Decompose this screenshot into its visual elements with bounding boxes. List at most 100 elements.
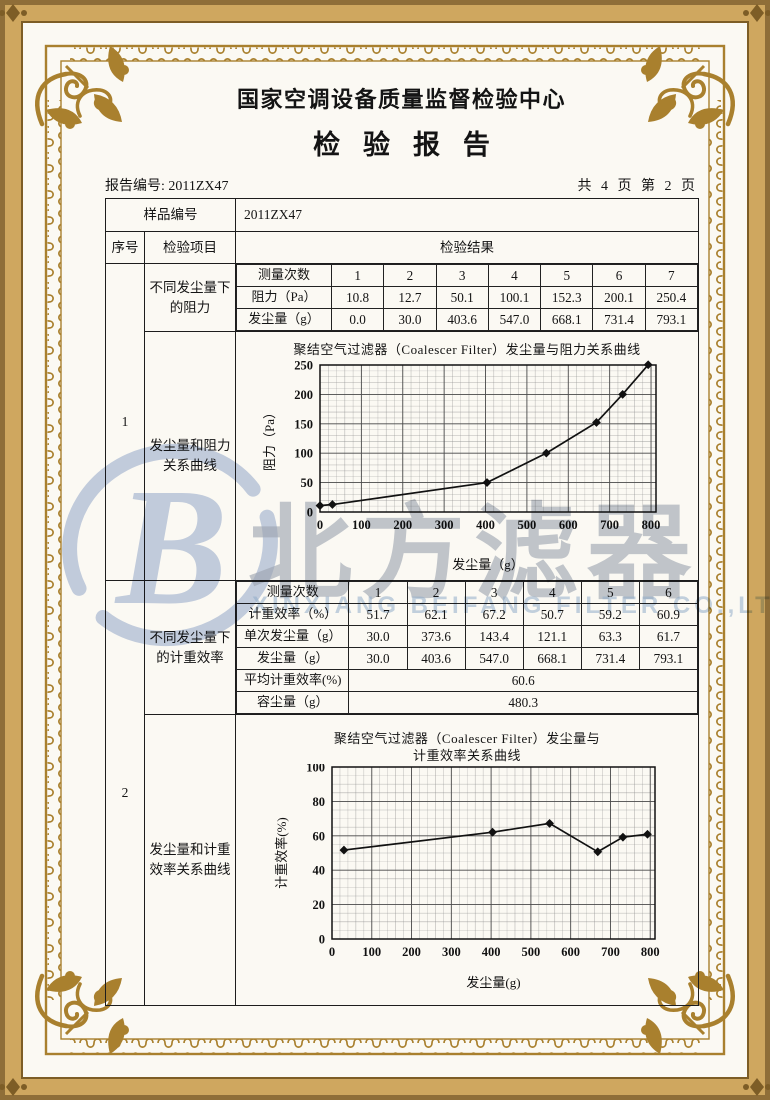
table-cell: 61.7: [638, 625, 699, 648]
table-cell: 2: [383, 264, 437, 287]
section1-seq: 1: [105, 263, 145, 581]
table-row: 容尘量（g） 480.3: [235, 691, 698, 714]
col-header-item: 检验项目: [144, 231, 236, 264]
section2-seq: 2: [105, 580, 145, 1006]
table-cell: 5: [540, 264, 594, 287]
svg-text:800: 800: [640, 945, 659, 959]
row-label: 发尘量（g）: [235, 647, 350, 670]
svg-text:400: 400: [481, 945, 500, 959]
svg-text:200: 200: [393, 518, 412, 532]
table-cell: 668.1: [522, 647, 582, 670]
svg-text:100: 100: [294, 447, 313, 461]
table-cell: 2: [406, 581, 466, 604]
efficiency-subtable: 测量次数 1 2 3 4 5 6 计重效率（%） 51.7: [235, 581, 699, 714]
col-header-result: 检验结果: [235, 231, 699, 264]
svg-text:500: 500: [517, 518, 536, 532]
report-title: 检验报告: [313, 130, 513, 160]
svg-text:250: 250: [294, 360, 313, 373]
section2-curve-item: 发尘量和计重效率关系曲线: [144, 714, 236, 1006]
table-cell: 60.9: [638, 603, 699, 626]
table-row: 单次发尘量（g） 30.0 373.6 143.4 121.1 63.3 61.…: [235, 625, 699, 648]
table-row: 测量次数 1 2 3 4 5 6 7: [236, 264, 699, 287]
table-cell: 403.6: [435, 308, 489, 331]
meta-row: 报告编号: 2011ZX47 共 4 页 第 2 页: [105, 175, 698, 195]
svg-text:0: 0: [318, 932, 324, 946]
table-row: 阻力（Pa） 10.8 12.7 50.1 100.1 152.3 200.1 …: [236, 286, 699, 309]
table-row: 测量次数 1 2 3 4 5 6: [235, 581, 699, 604]
sample-label: 样品编号: [105, 198, 236, 232]
header-row: 序号 检验项目 检验结果: [105, 231, 699, 264]
svg-text:100: 100: [362, 945, 381, 959]
table-row: 2 不同发尘量下的计重效率 测量次数 1 2 3 4 5: [105, 580, 699, 1006]
table-cell: 250.4: [644, 286, 699, 309]
table-cell: 67.2: [464, 603, 524, 626]
dust-capacity-value: 480.3: [348, 691, 698, 714]
table-row: 平均计重效率(%) 60.6: [235, 669, 698, 692]
chart-title: 聚结空气过滤器（Coalescer Filter）发尘量与阻力关系曲线: [293, 342, 641, 358]
results-table: 样品编号 2011ZX47 序号 检验项目 检验结果 1 不同发尘量下的阻力: [105, 198, 699, 1006]
table-cell: 121.1: [522, 625, 582, 648]
table-cell: 0.0: [330, 308, 385, 331]
svg-text:60: 60: [312, 829, 325, 843]
row-label: 容尘量（g）: [235, 691, 350, 714]
table-cell: 1: [330, 264, 385, 287]
table-cell: 30.0: [348, 625, 408, 648]
report-body: 国家空调设备质量监督检验中心 检验报告 报告编号: 2011ZX47 共 4 页…: [105, 82, 699, 1006]
row-label: 计重效率（%）: [235, 603, 350, 626]
sample-row: 样品编号 2011ZX47: [105, 198, 699, 232]
chart-title-line2: 计重效率关系曲线: [412, 747, 521, 763]
table-cell: 793.1: [644, 308, 699, 331]
section2-item: 不同发尘量下的计重效率: [144, 580, 236, 715]
table-cell: 6: [638, 581, 699, 604]
row-label: 阻力（Pa）: [236, 286, 332, 309]
table-cell: 6: [592, 264, 646, 287]
svg-text:发尘量（g）: 发尘量（g）: [452, 557, 524, 572]
table-cell: 668.1: [540, 308, 594, 331]
svg-text:500: 500: [521, 945, 540, 959]
row-label: 测量次数: [235, 581, 350, 604]
table-cell: 200.1: [592, 286, 646, 309]
resistance-chart: 聚结空气过滤器（Coalescer Filter）发尘量与阻力关系曲线 0 100…: [236, 332, 698, 579]
svg-text:发尘量(g): 发尘量(g): [466, 975, 520, 990]
table-cell: 4: [487, 264, 542, 287]
table-cell: 403.6: [406, 647, 466, 670]
svg-text:300: 300: [434, 518, 453, 532]
resistance-subtable: 测量次数 1 2 3 4 5 6 7 阻力（Pa）: [236, 264, 699, 331]
row-label: 测量次数: [236, 264, 332, 287]
table-cell: 143.4: [464, 625, 524, 648]
svg-text:计重效率(%): 计重效率(%): [274, 817, 289, 889]
table-cell: 30.0: [383, 308, 437, 331]
table-cell: 63.3: [580, 625, 640, 648]
avg-efficiency-value: 60.6: [348, 669, 698, 692]
table-cell: 12.7: [383, 286, 437, 309]
table-row: 发尘量（g） 0.0 30.0 403.6 547.0 668.1 731.4 …: [236, 308, 699, 331]
table-row: 发尘量（g） 30.0 403.6 547.0 668.1 731.4 793.…: [235, 647, 699, 670]
chart-title: 聚结空气过滤器（Coalescer Filter）发尘量与 计重效率关系曲线: [236, 723, 698, 764]
table-cell: 100.1: [487, 286, 542, 309]
table-cell: 7: [644, 264, 699, 287]
svg-text:0: 0: [328, 945, 334, 959]
table-cell: 51.7: [348, 603, 408, 626]
table-cell: 4: [522, 581, 582, 604]
table-row: 发尘量和计重效率关系曲线 聚结空气过滤器（Coalescer Filter）发尘…: [106, 714, 699, 1006]
table-cell: 793.1: [638, 647, 699, 670]
table-row: 计重效率（%） 51.7 62.1 67.2 50.7 59.2 60.9: [235, 603, 699, 626]
chart-title-line1: 聚结空气过滤器（Coalescer Filter）发尘量与: [333, 730, 601, 746]
table-cell: 731.4: [580, 647, 640, 670]
report-number: 报告编号: 2011ZX47: [105, 175, 229, 195]
efficiency-chart: 聚结空气过滤器（Coalescer Filter）发尘量与 计重效率关系曲线 0…: [236, 723, 698, 998]
svg-text:600: 600: [561, 945, 580, 959]
table-row: 发尘量和阻力关系曲线 聚结空气过滤器（Coalescer Filter）发尘量与…: [106, 331, 699, 581]
svg-text:0: 0: [316, 518, 322, 532]
svg-text:400: 400: [476, 518, 495, 532]
table-cell: 547.0: [487, 308, 542, 331]
table-cell: 3: [464, 581, 524, 604]
svg-text:700: 700: [600, 518, 619, 532]
svg-text:阻力（Pa）: 阻力（Pa）: [262, 406, 277, 471]
section1-item: 不同发尘量下的阻力: [144, 263, 236, 332]
row-label: 平均计重效率(%): [235, 669, 350, 692]
table-row: 1 不同发尘量下的阻力 测量次数 1 2 3 4 5: [105, 263, 699, 581]
org-title: 国家空调设备质量监督检验中心: [236, 87, 566, 112]
table-cell: 50.7: [522, 603, 582, 626]
report-number-label: 报告编号:: [105, 179, 165, 194]
